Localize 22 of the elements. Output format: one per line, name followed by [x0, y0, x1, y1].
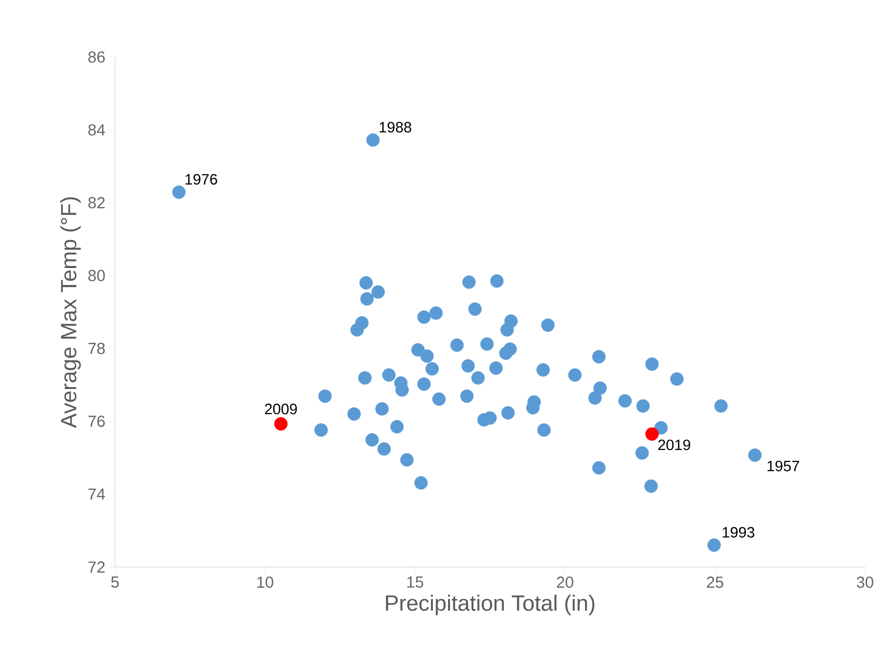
y-tick-label: 76 [88, 416, 105, 427]
x-tick-label: 20 [556, 576, 574, 588]
y-tick-label: 86 [88, 51, 105, 63]
y-tick-label: 74 [88, 488, 105, 500]
annotation: 1988 [380, 122, 412, 133]
x-axis-title: Precipitation Total (in) [386, 594, 594, 616]
annotation: 1993 [722, 526, 754, 538]
y-tick-label: 78 [88, 342, 105, 354]
x-tick-label: 30 [856, 576, 874, 588]
annotation: 1976 [186, 174, 218, 185]
annotation: 2009 [264, 404, 297, 414]
y-axis-title: Average Max Temp (°F) [60, 197, 81, 428]
y-tick-label: 80 [88, 270, 105, 282]
y-tick-label: 72 [88, 561, 105, 573]
x-tick-label: 5 [111, 576, 119, 588]
annotation: 2019 [658, 440, 690, 450]
annotation: 1957 [768, 460, 800, 472]
y-tick-label: 82 [88, 197, 105, 208]
x-tick-label: 25 [706, 576, 724, 588]
x-tick-label: 15 [407, 576, 424, 588]
x-tick-label: 10 [257, 576, 274, 588]
y-tick-label: 84 [88, 124, 105, 136]
